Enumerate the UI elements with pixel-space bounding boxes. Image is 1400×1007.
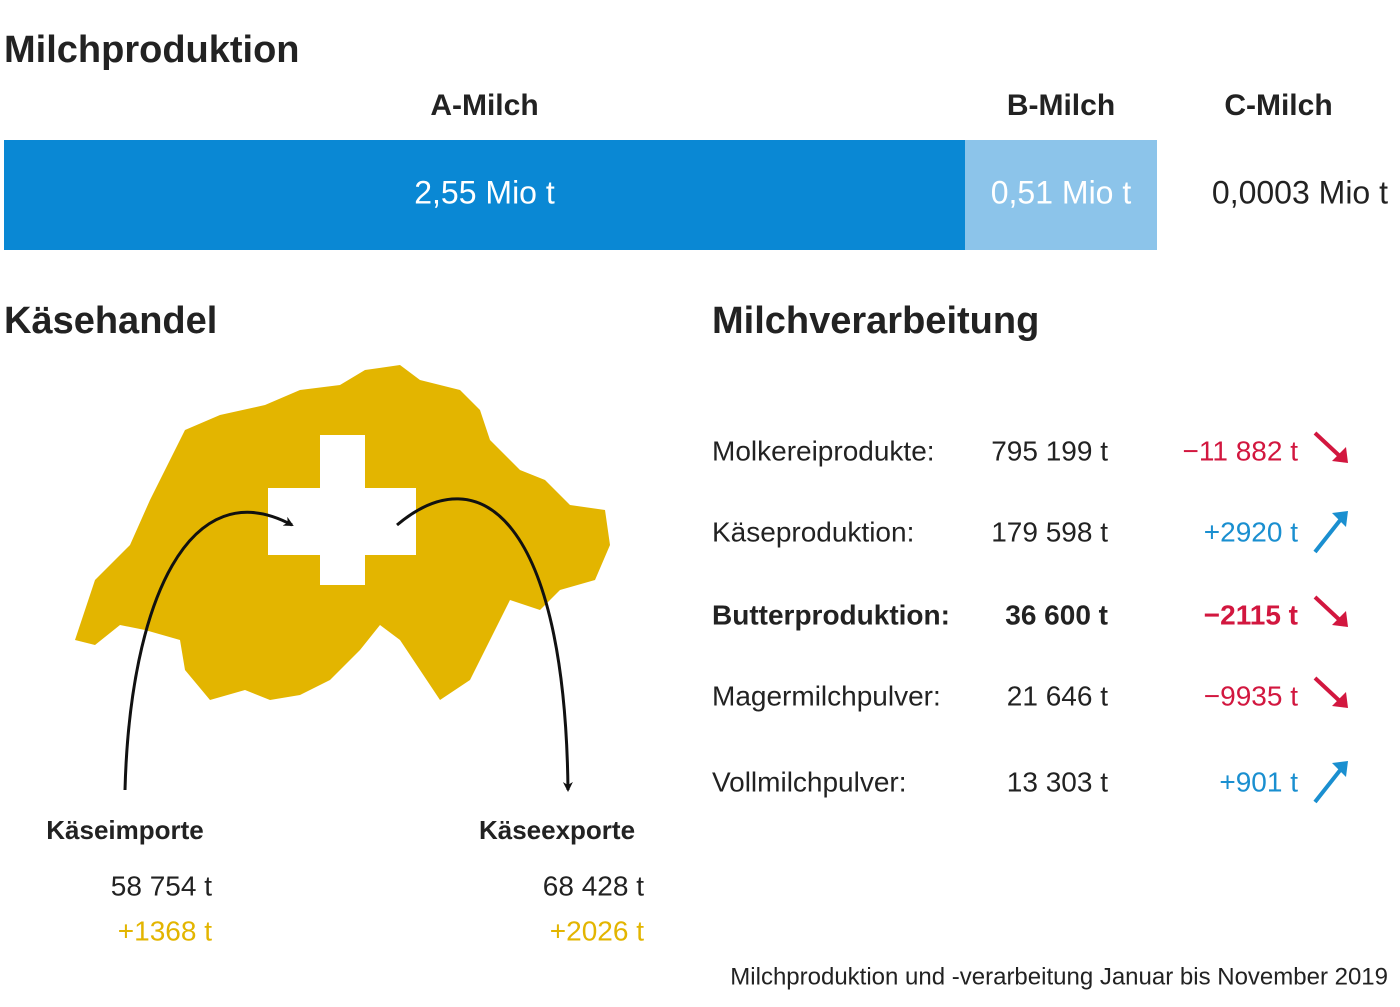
segment-name: B-Milch	[1007, 89, 1115, 122]
change: −11 882 t	[1183, 435, 1299, 466]
bar-segment	[965, 140, 1157, 250]
segment-name: C-Milch	[1224, 89, 1332, 122]
trade-label: Käseexporte	[479, 815, 635, 845]
footnote: Milchproduktion und -verarbeitung Januar…	[730, 963, 1388, 990]
segment-value: 2,55 Mio t	[414, 174, 555, 210]
amount: 795 199 t	[991, 435, 1108, 466]
product: Molkereiprodukte:	[712, 435, 935, 466]
trade-label: Käseimporte	[46, 815, 204, 845]
product: Butterproduktion:	[712, 599, 950, 630]
trend-arrow-head	[1332, 761, 1348, 777]
trend-arrow-head	[1332, 447, 1348, 463]
trade-change: +1368 t	[118, 915, 212, 946]
trend-arrow-head	[1332, 611, 1348, 627]
product: Magermilchpulver:	[712, 680, 941, 711]
section-title: Milchproduktion	[4, 29, 300, 71]
trade-amount: 58 754 t	[111, 870, 212, 901]
product: Käseproduktion:	[712, 516, 914, 547]
change: −9935 t	[1204, 680, 1298, 711]
bar-segment	[4, 140, 965, 250]
import-arrow	[123, 511, 294, 791]
segment-value: 0,51 Mio t	[991, 174, 1132, 210]
change: −2115 t	[1204, 599, 1298, 630]
change: +2920 t	[1204, 516, 1298, 547]
export-arrow	[396, 497, 573, 792]
section-title: Käsehandel	[4, 300, 217, 342]
section-title: Milchverarbeitung	[712, 300, 1039, 342]
segment-name: A-Milch	[430, 89, 538, 122]
trade-amount: 68 428 t	[543, 870, 644, 901]
trend-arrow-head	[1332, 692, 1348, 708]
amount: 179 598 t	[991, 516, 1108, 547]
change: +901 t	[1219, 766, 1298, 797]
amount: 13 303 t	[1007, 766, 1108, 797]
swiss-map	[75, 365, 610, 700]
segment-value: 0,0003 Mio t	[1212, 174, 1388, 210]
trend-arrow-head	[1332, 511, 1348, 527]
amount: 21 646 t	[1007, 680, 1108, 711]
trade-change: +2026 t	[550, 915, 644, 946]
amount: 36 600 t	[1005, 599, 1108, 630]
product: Vollmilchpulver:	[712, 766, 907, 797]
